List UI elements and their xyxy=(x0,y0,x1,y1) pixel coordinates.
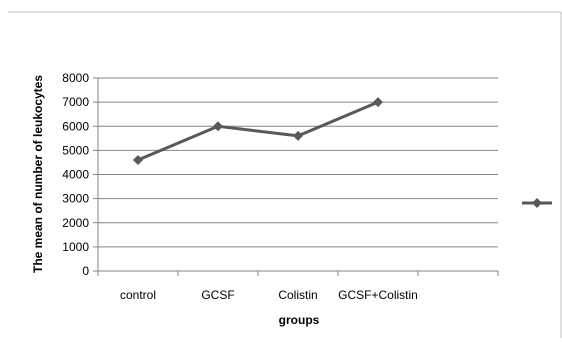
x-tick-label: GCSF+Colistin xyxy=(338,288,418,302)
y-axis-label: The mean of number of leukocytes xyxy=(31,75,45,273)
series-layer xyxy=(133,97,383,166)
y-tick-label: 5000 xyxy=(62,143,89,157)
x-axis-label: groups xyxy=(279,313,320,327)
axes xyxy=(97,78,499,276)
x-tick-label: Colistin xyxy=(278,288,317,302)
y-tick-labels: 0 1000 2000 3000 4000 5000 6000 7000 8000 xyxy=(62,71,89,278)
legend-marker xyxy=(532,198,542,208)
y-tick-label: 4000 xyxy=(62,168,89,182)
gridlines xyxy=(93,77,498,272)
y-tick-label: 8000 xyxy=(62,71,89,85)
x-tick-label: control xyxy=(120,288,156,302)
data-point-marker xyxy=(373,97,383,108)
data-point-marker xyxy=(213,121,223,132)
chart-frame-border xyxy=(8,11,562,338)
x-tick-labels: control GCSF Colistin GCSF+Colistin xyxy=(120,288,418,302)
y-tick-label: 6000 xyxy=(62,119,89,133)
y-tick-label: 3000 xyxy=(62,192,89,206)
data-point-marker xyxy=(293,130,303,141)
x-tick-label: GCSF xyxy=(201,288,234,302)
y-tick-label: 0 xyxy=(82,264,89,278)
series-line xyxy=(137,100,379,162)
data-point-marker xyxy=(133,155,143,166)
y-tick-label: 7000 xyxy=(62,95,89,109)
legend xyxy=(522,198,552,208)
y-tick-label: 1000 xyxy=(62,240,89,254)
y-tick-label: 2000 xyxy=(62,216,89,230)
